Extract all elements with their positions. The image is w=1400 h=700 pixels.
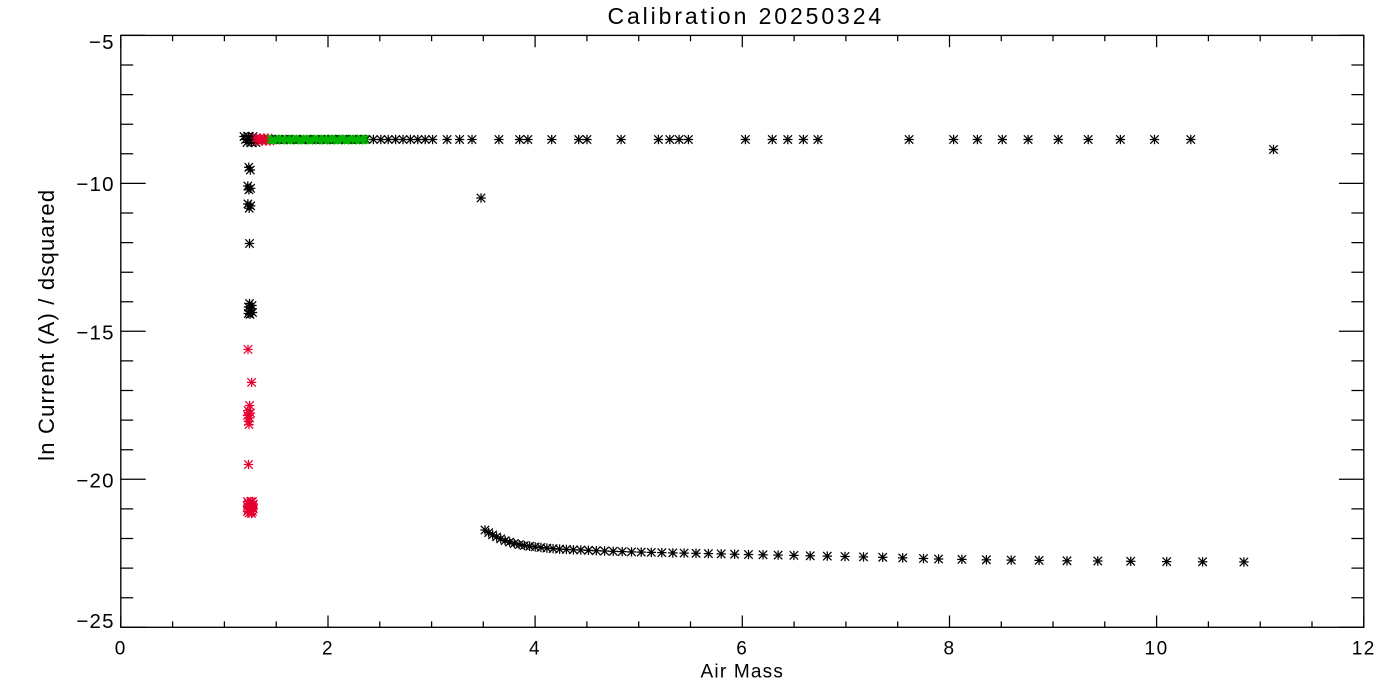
svg-text:4: 4 bbox=[529, 639, 541, 660]
svg-text:0: 0 bbox=[115, 639, 127, 660]
svg-text:2: 2 bbox=[322, 639, 334, 660]
svg-text:−25: −25 bbox=[76, 610, 114, 633]
svg-text:−5: −5 bbox=[89, 31, 115, 54]
svg-text:−10: −10 bbox=[76, 173, 114, 196]
svg-text:10: 10 bbox=[1145, 639, 1169, 660]
svg-text:ln Current (A) / dsquared: ln Current (A) / dsquared bbox=[34, 189, 59, 461]
svg-text:−15: −15 bbox=[76, 322, 114, 345]
svg-text:6: 6 bbox=[736, 639, 748, 660]
svg-text:Calibration 20250324: Calibration 20250324 bbox=[607, 3, 884, 29]
svg-text:−20: −20 bbox=[76, 470, 114, 493]
svg-text:Air Mass: Air Mass bbox=[701, 661, 785, 682]
svg-text:12: 12 bbox=[1352, 639, 1376, 660]
svg-text:8: 8 bbox=[943, 639, 955, 660]
